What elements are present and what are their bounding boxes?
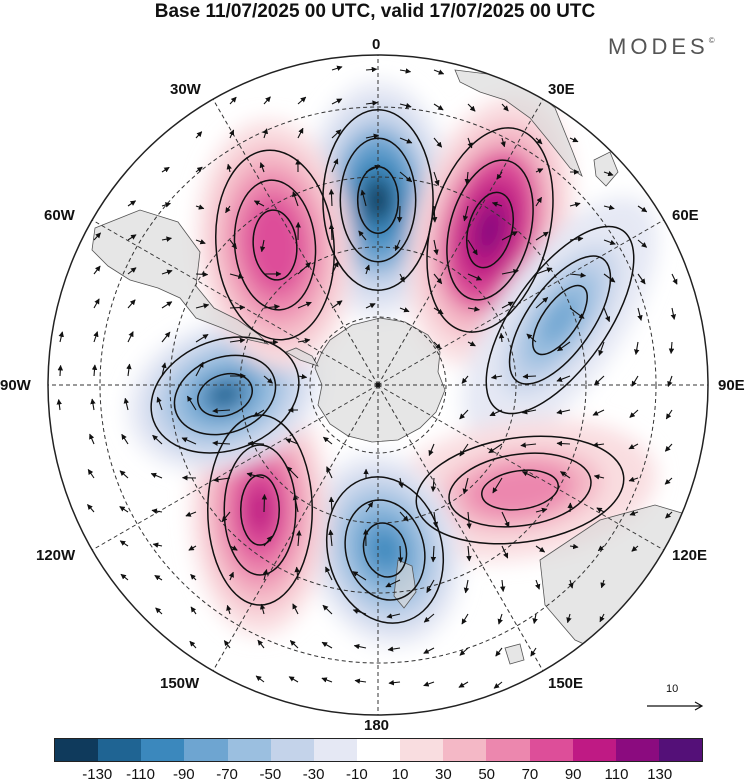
colorbar-tick: 130 — [647, 766, 672, 783]
colorbar-swatch — [228, 739, 271, 761]
colorbar-swatch — [271, 739, 314, 761]
colorbar-swatch — [530, 739, 573, 761]
colorbar-tick: -10 — [346, 766, 368, 783]
anomaly-contour-fill — [246, 485, 274, 535]
colorbar-swatch — [443, 739, 486, 761]
lon-label-60e: 60E — [672, 208, 699, 224]
wind-arrow — [230, 307, 245, 308]
wind-arrow — [523, 376, 536, 377]
wind-arrow — [557, 443, 570, 444]
colorbar-tick: -50 — [259, 766, 281, 783]
lon-label-150e: 150E — [548, 676, 583, 692]
lon-label-0: 0 — [372, 37, 380, 53]
colorbar-tick: 50 — [478, 766, 495, 783]
colorbar-ticks: -130 -110 -90 -70 -50 -30 -10 10 30 50 70 90 110 130 — [54, 766, 703, 784]
wind-arrow — [399, 206, 400, 222]
colorbar-tick: 70 — [522, 766, 539, 783]
colorbar-swatch — [486, 739, 529, 761]
colorbar-tick: -30 — [303, 766, 325, 783]
colorbar-tick: 110 — [604, 766, 628, 783]
wind-arrow — [248, 443, 264, 444]
colorbar-swatch — [98, 739, 141, 761]
colorbar-tick: -130 — [82, 766, 112, 783]
colorbar-swatch — [357, 739, 400, 761]
colorbar-swatch — [659, 739, 702, 761]
colorbar-swatch — [314, 739, 357, 761]
colorbar-tick: 30 — [435, 766, 452, 783]
colorbar-tick: 10 — [392, 766, 409, 783]
lon-label-150w: 150W — [160, 676, 199, 692]
lon-label-120w: 120W — [36, 548, 75, 564]
colorbar-tick: -110 — [126, 766, 155, 783]
colorbar-swatch — [400, 739, 443, 761]
lon-label-120e: 120E — [672, 548, 707, 564]
wind-arrow — [60, 365, 61, 376]
lon-label-60w: 60W — [44, 208, 75, 224]
wind-arrow — [331, 189, 332, 206]
wind-arrow — [264, 495, 265, 512]
colorbar-tick: -90 — [173, 766, 195, 783]
wind-arrow — [400, 546, 401, 562]
wind-arrow — [196, 274, 208, 275]
colorbar-swatch — [573, 739, 616, 761]
colorbar — [54, 738, 703, 762]
colorbar-swatch — [616, 739, 659, 761]
lon-label-30e: 30E — [548, 82, 575, 98]
lon-label-180: 180 — [364, 718, 389, 734]
colorbar-swatch — [55, 739, 98, 761]
colorbar-swatch — [141, 739, 184, 761]
reference-vector — [645, 690, 705, 718]
colorbar-tick: -70 — [216, 766, 238, 783]
lon-label-90w: 90W — [0, 378, 31, 394]
south-pole — [376, 383, 381, 388]
colorbar-tick: 90 — [565, 766, 582, 783]
lon-label-30w: 30W — [170, 82, 201, 98]
colorbar-swatch — [184, 739, 227, 761]
lon-label-90e: 90E — [718, 378, 745, 394]
wind-arrow — [331, 224, 332, 240]
